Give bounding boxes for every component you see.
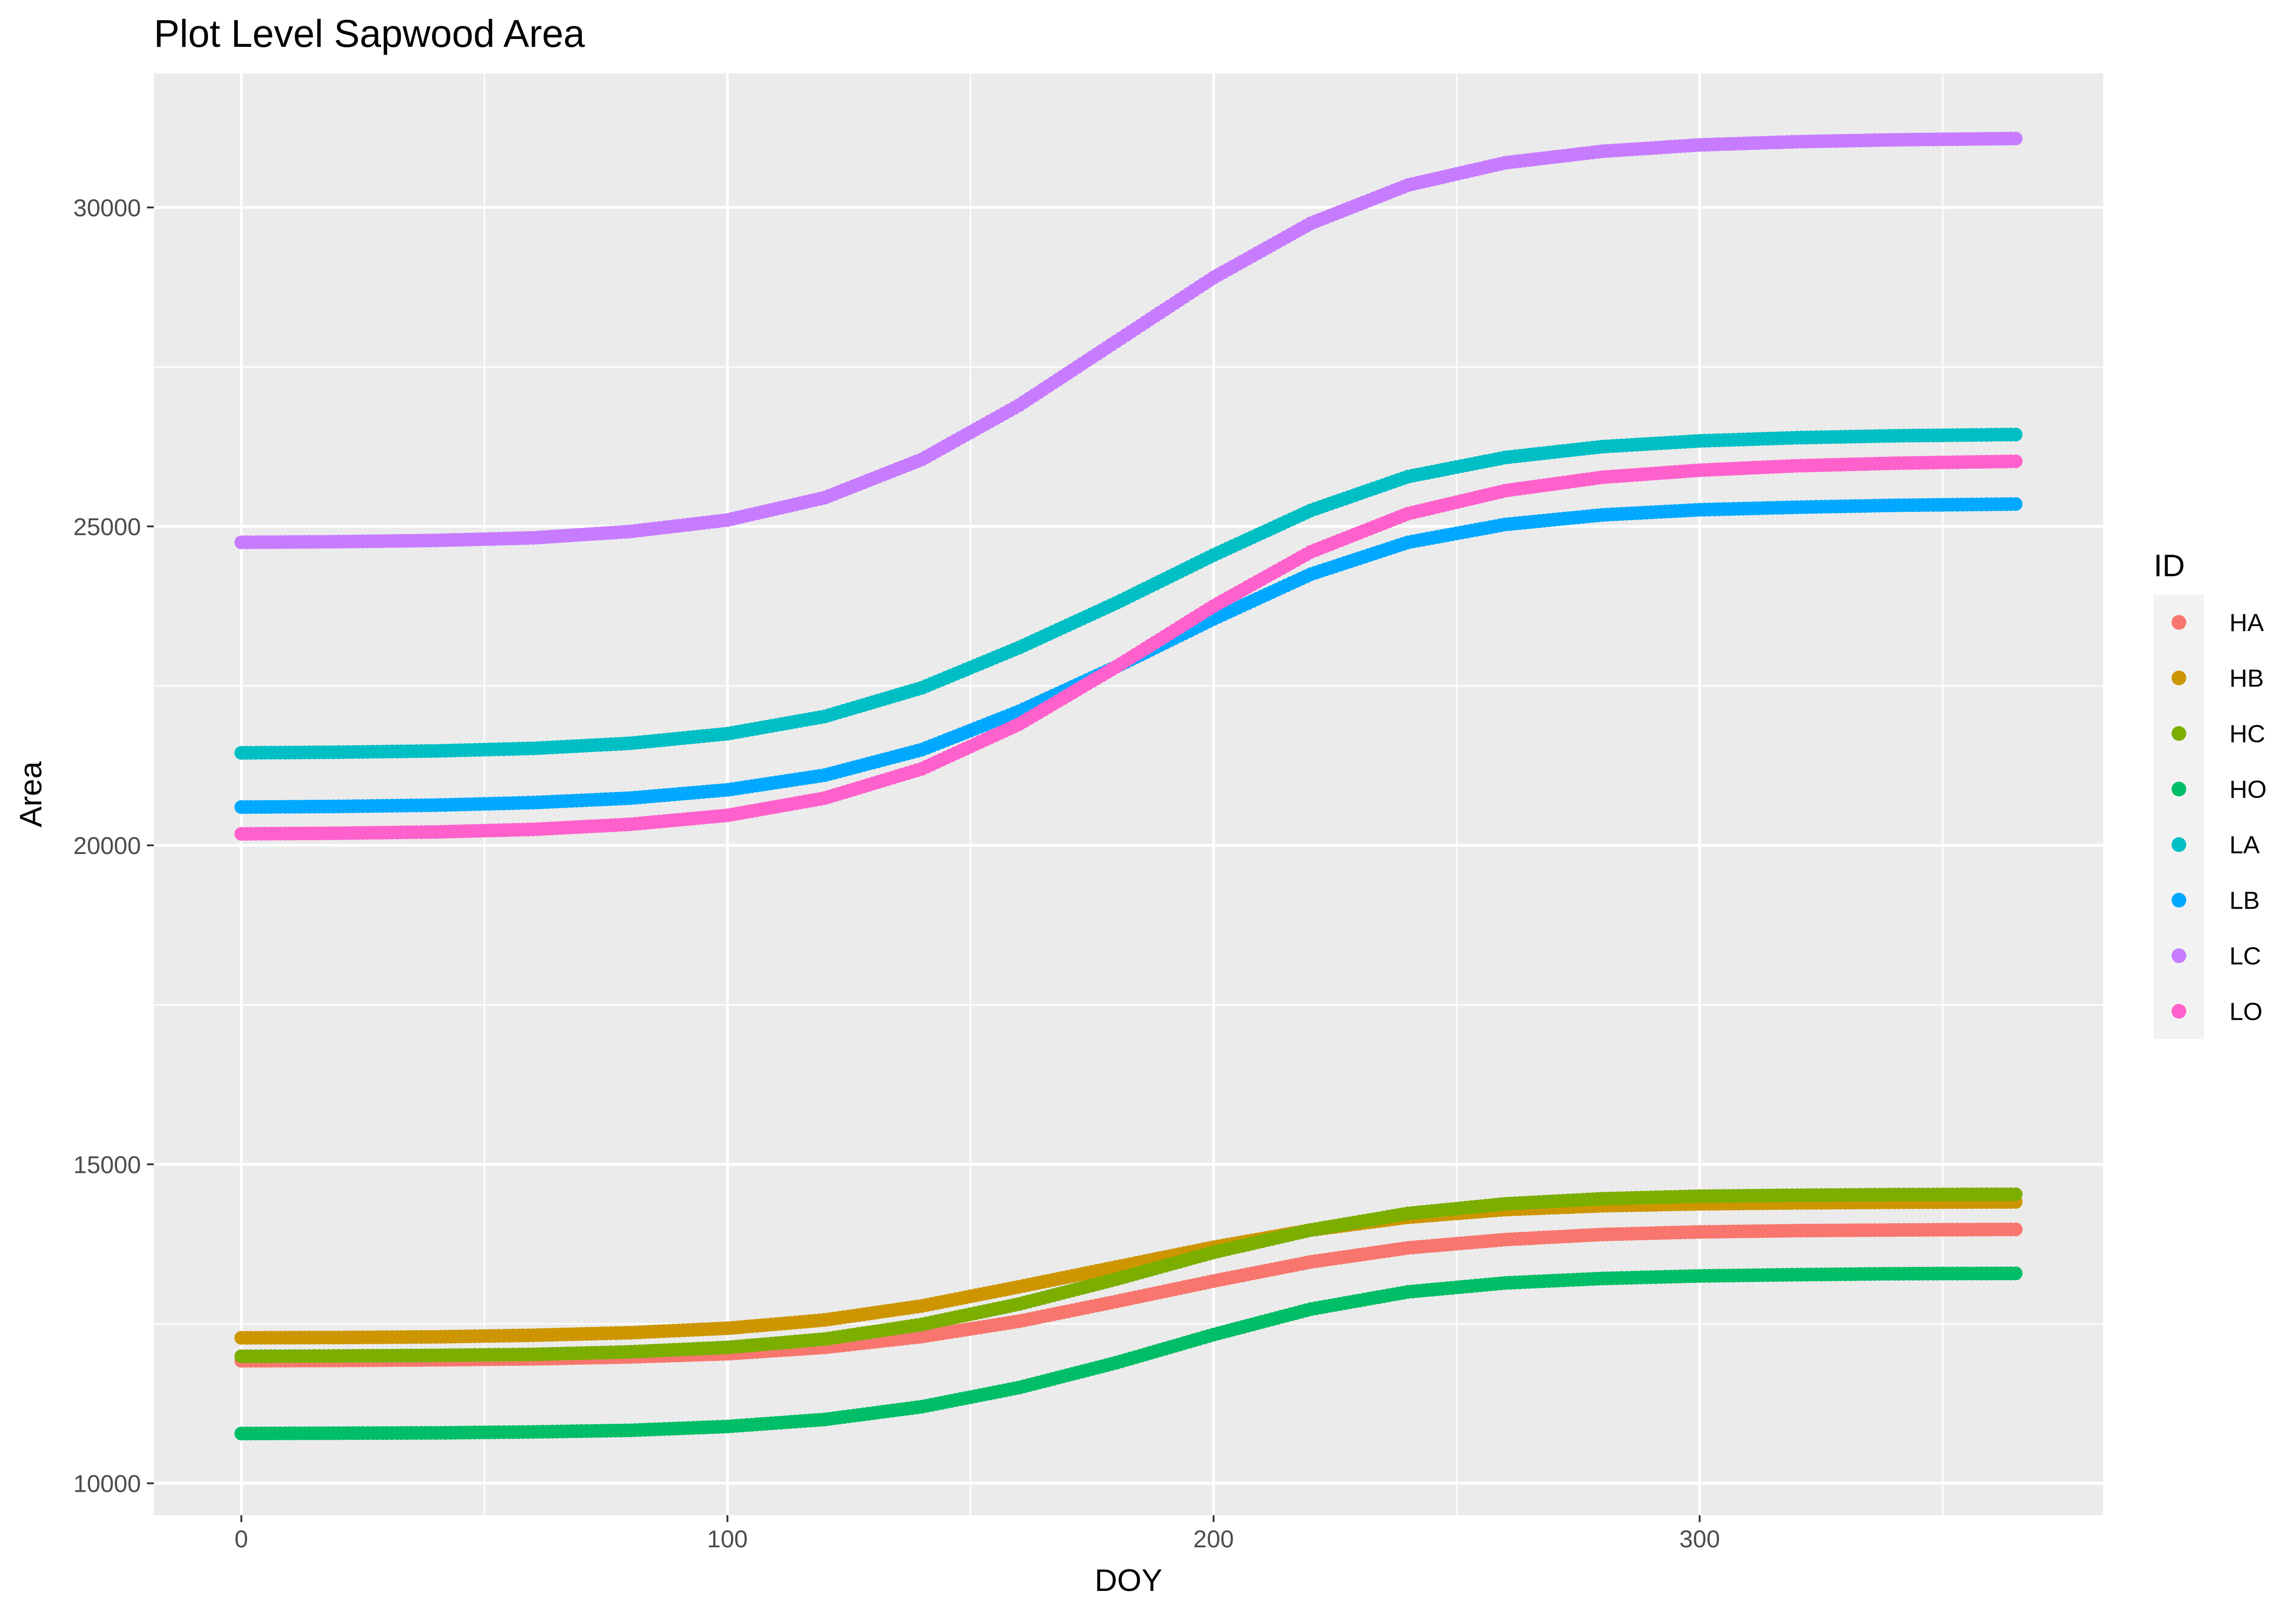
y-axis: 10000 15000 20000 25000 30000 (73, 195, 154, 1498)
legend-key (2172, 726, 2186, 741)
data-point (2009, 497, 2023, 511)
legend-item-HC: HC (2172, 720, 2265, 748)
y-tick-label: 10000 (73, 1471, 141, 1498)
legend-label: LC (2229, 943, 2261, 970)
series-LO (234, 454, 2023, 841)
legend-label: HC (2229, 720, 2265, 748)
series-LC (234, 131, 2023, 550)
data-point (2009, 454, 2023, 468)
data-point (2009, 427, 2023, 442)
data-series (234, 131, 2023, 1441)
legend-key (2172, 781, 2186, 797)
x-tick-label: 0 (235, 1526, 248, 1553)
legend-key (2172, 1004, 2186, 1019)
legend-item-HO: HO (2172, 776, 2267, 804)
x-axis: 0 100 200 300 (235, 1515, 1720, 1553)
legend-label: HO (2229, 776, 2267, 804)
legend-key (2172, 893, 2186, 908)
legend-label: LA (2229, 832, 2260, 859)
data-point (2009, 1222, 2023, 1236)
legend-title: ID (2154, 548, 2185, 583)
data-point (2009, 1187, 2023, 1202)
legend-label: HB (2229, 665, 2264, 692)
legend-label: LO (2229, 998, 2262, 1026)
x-axis-title: DOY (1095, 1563, 1162, 1598)
legend-key (2172, 948, 2186, 963)
legend-item-LA: LA (2172, 832, 2260, 859)
chart-title: Plot Level Sapwood Area (154, 12, 585, 55)
series-LB (234, 497, 2023, 814)
x-tick-label: 100 (707, 1526, 748, 1553)
y-tick-label: 30000 (73, 195, 141, 222)
legend-key (2172, 670, 2186, 686)
legend-key (2172, 837, 2186, 852)
series-HO (234, 1266, 2023, 1441)
series-LA (234, 427, 2023, 760)
major-gridlines (154, 73, 2103, 1515)
legend-label: HA (2229, 609, 2264, 637)
legend-key (2172, 615, 2186, 630)
data-point (2009, 1266, 2023, 1281)
x-tick-label: 200 (1193, 1526, 1234, 1553)
series-HC (234, 1187, 2023, 1363)
legend-label: LB (2229, 887, 2260, 915)
y-tick-label: 15000 (73, 1152, 141, 1179)
legend-item-LB: LB (2172, 887, 2260, 915)
y-tick-label: 20000 (73, 832, 141, 860)
data-point (2009, 131, 2023, 146)
x-tick-label: 300 (1679, 1526, 1720, 1553)
y-tick-label: 25000 (73, 513, 141, 540)
legend-item-HB: HB (2172, 665, 2264, 692)
legend-item-LO: LO (2172, 998, 2262, 1026)
legend-key-background (2154, 595, 2204, 1039)
legend-items: HA HB HC HO LA LB LC LO (2172, 609, 2267, 1026)
legend-item-LC: LC (2172, 943, 2261, 970)
legend: ID HA HB HC HO LA LB LC LO (2154, 548, 2267, 1039)
legend-item-HA: HA (2172, 609, 2264, 637)
y-axis-title: Area (13, 761, 48, 827)
